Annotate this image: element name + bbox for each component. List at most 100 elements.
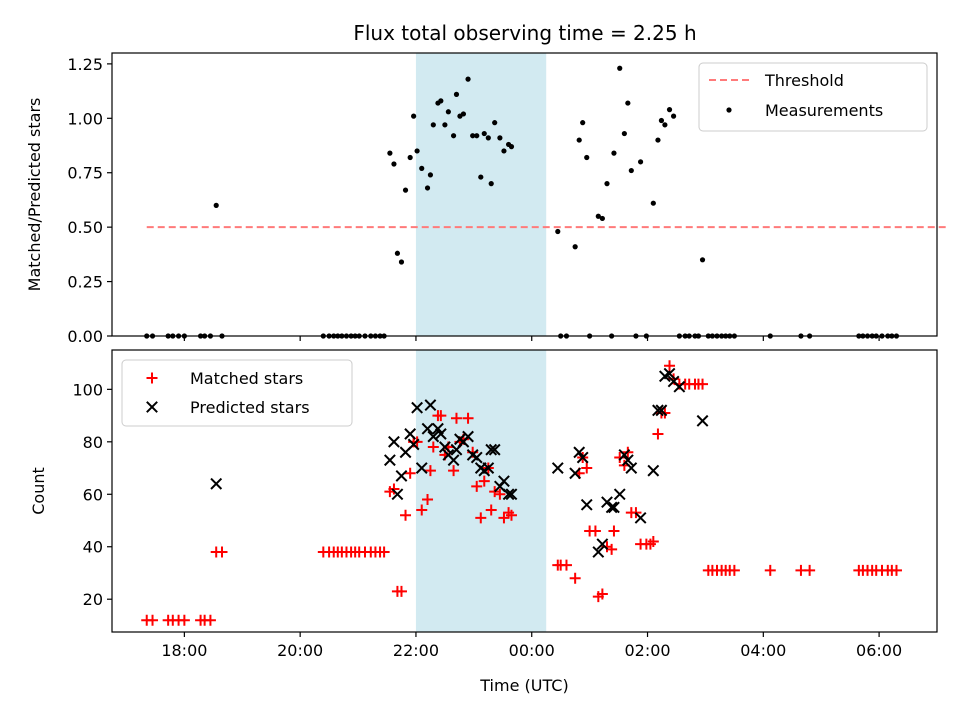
matched-star-point xyxy=(427,441,439,453)
ratio-series-measurements xyxy=(144,65,900,339)
measurement-point xyxy=(402,187,409,193)
count-y-tick-label: 60 xyxy=(83,485,103,504)
measurement-point xyxy=(497,135,503,141)
matched-star-point xyxy=(422,494,434,506)
count-panel: 20 40 60 80 100 18:00 20:00 22:00 00:00 02:00 04:0… xyxy=(29,349,938,660)
count-series-predicted-stars xyxy=(210,367,709,558)
matched-star-point xyxy=(569,572,581,584)
measurement-point xyxy=(580,120,586,126)
measurement-point xyxy=(470,133,476,139)
matched-star-point xyxy=(764,564,776,576)
predicted-star-point xyxy=(391,488,404,501)
count-y-tick-label: 100 xyxy=(72,380,103,399)
predicted-star-point xyxy=(573,446,586,459)
predicted-star-point xyxy=(462,430,474,443)
predicted-star-point xyxy=(696,414,709,427)
matched-star-point xyxy=(606,543,618,555)
x-tick-label: 04:00 xyxy=(740,641,786,660)
ratio-y-tick-label: 1.25 xyxy=(67,55,103,74)
measurement-point xyxy=(213,202,219,208)
legend-matched-label: Matched stars xyxy=(190,369,303,388)
predicted-star-point xyxy=(404,428,417,440)
measurement-point xyxy=(655,137,661,143)
measurement-point xyxy=(666,107,673,113)
matched-star-point xyxy=(589,525,601,537)
matched-star-point xyxy=(697,378,709,390)
measurement-point xyxy=(621,130,627,137)
matched-star-point xyxy=(395,585,407,597)
measurement-point xyxy=(453,91,460,97)
predicted-star-point xyxy=(625,462,638,474)
ratio-y-tick-label: 1.00 xyxy=(67,109,103,128)
matched-star-point xyxy=(596,588,608,600)
measurement-point xyxy=(424,185,431,191)
measurement-point xyxy=(650,200,656,206)
measurement-point xyxy=(584,154,590,161)
matched-star-point xyxy=(581,462,593,474)
matched-star-point xyxy=(204,614,216,626)
measurement-point xyxy=(419,165,425,171)
matched-star-point xyxy=(505,509,517,521)
predicted-star-point xyxy=(411,401,424,414)
measurement-point xyxy=(604,181,610,187)
matched-star-point xyxy=(728,564,740,576)
legend-threshold-label: Threshold xyxy=(764,71,844,90)
predicted-star-point xyxy=(592,546,605,558)
measurement-point xyxy=(492,120,498,126)
matched-star-point xyxy=(494,488,506,500)
x-axis-label: Time (UTC) xyxy=(479,676,568,695)
legend-predicted-swatch xyxy=(146,401,158,413)
ratio-observing-window xyxy=(415,53,547,336)
legend-predicted-label: Predicted stars xyxy=(190,398,310,417)
count-axes-frame xyxy=(111,349,938,633)
matched-star-point xyxy=(378,546,390,558)
matched-star-point xyxy=(471,480,483,492)
measurement-point xyxy=(391,161,397,167)
count-series-matched-stars xyxy=(141,360,902,626)
predicted-star-point xyxy=(596,538,609,551)
legend-measurements-label: Measurements xyxy=(765,101,883,120)
predicted-star-point xyxy=(421,422,434,435)
measurement-point xyxy=(474,133,480,139)
measurement-point xyxy=(628,167,634,174)
measurement-point xyxy=(394,250,401,256)
predicted-star-point xyxy=(673,380,686,393)
predicted-star-point xyxy=(485,443,498,456)
matched-star-point xyxy=(647,535,659,547)
measurement-point xyxy=(387,150,393,156)
measurement-point xyxy=(637,159,644,165)
predicted-star-point xyxy=(210,477,223,490)
count-y-tick-label: 20 xyxy=(83,590,103,609)
predicted-star-point xyxy=(621,454,634,467)
ratio-panel: 0.00 0.25 0.50 0.75 1.00 1.25 Matched/Predicte… xyxy=(25,52,946,346)
predicted-star-point xyxy=(580,498,593,511)
matched-star-point xyxy=(178,614,190,626)
matched-star-point xyxy=(388,483,400,495)
predicted-star-point xyxy=(470,451,483,464)
predicted-star-point xyxy=(395,470,408,482)
measurement-point xyxy=(465,76,471,82)
measurement-point xyxy=(460,111,467,117)
x-tick-label: 06:00 xyxy=(856,641,902,660)
measurement-point xyxy=(478,174,484,180)
predicted-star-point xyxy=(438,441,451,453)
predicted-star-point xyxy=(505,488,518,501)
measurement-point xyxy=(658,117,665,124)
measurement-point xyxy=(485,135,491,141)
x-tick-label: 00:00 xyxy=(509,641,555,660)
measurement-point xyxy=(595,213,601,219)
matched-star-point xyxy=(608,525,620,537)
legend-measurements-swatch xyxy=(726,107,732,113)
matched-star-point xyxy=(448,465,460,477)
predicted-star-point xyxy=(613,488,626,501)
measurement-point xyxy=(411,113,417,119)
ratio-axes-frame xyxy=(111,52,938,337)
measurement-point xyxy=(611,150,617,156)
matched-star-point xyxy=(560,559,572,571)
count-legend-box xyxy=(121,359,353,427)
predicted-star-point xyxy=(388,435,400,448)
matched-star-point xyxy=(804,564,816,576)
predicted-star-point xyxy=(663,367,676,380)
legend-matched-swatch xyxy=(146,372,158,384)
matched-star-point xyxy=(489,486,501,498)
